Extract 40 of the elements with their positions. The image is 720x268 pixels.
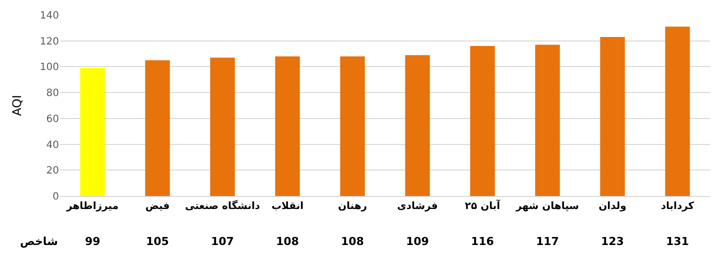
x-tick-label: انقلاب xyxy=(271,201,304,212)
y-tick-label: 120 xyxy=(40,36,59,48)
bar xyxy=(405,55,430,196)
data-label: 105 xyxy=(146,235,169,248)
y-tick-label: 140 xyxy=(40,10,59,22)
x-tick-label: فیض xyxy=(145,201,170,212)
bar xyxy=(145,60,170,196)
x-tick-label: ۲۵ آبان xyxy=(464,199,501,212)
x-tick-label: سپاهان شهر xyxy=(514,201,580,212)
y-tick-label: 60 xyxy=(46,114,59,125)
y-tick-label: 40 xyxy=(46,140,59,151)
x-tick-label: رهنان xyxy=(338,201,368,212)
data-label: 109 xyxy=(406,235,429,248)
data-label: 131 xyxy=(666,235,689,248)
bar xyxy=(600,36,625,196)
bar xyxy=(80,68,105,196)
x-tick-label: فرشادی xyxy=(397,201,438,212)
data-label: 108 xyxy=(341,235,364,248)
y-axis-title: AQI xyxy=(10,95,24,116)
y-tick-label: 100 xyxy=(40,62,59,74)
y-tick-label: 0 xyxy=(52,192,59,202)
x-tick-label: کرداباد xyxy=(660,201,694,212)
x-tick-label: میرزاطاهر xyxy=(65,201,119,212)
data-label: 108 xyxy=(276,235,299,248)
data-label: 99 xyxy=(85,235,100,248)
data-label: 123 xyxy=(601,235,624,248)
text: شاخص xyxy=(20,235,58,248)
data-label: 117 xyxy=(536,235,559,248)
x-tick-label: دانشگاه صنعتی xyxy=(184,199,260,212)
data-label: 116 xyxy=(471,235,494,248)
y-tick-label: 20 xyxy=(46,166,59,177)
bar xyxy=(275,56,300,196)
bar xyxy=(210,58,235,196)
bar xyxy=(340,56,365,196)
bar xyxy=(535,44,560,196)
data-label: 107 xyxy=(211,235,234,248)
bar xyxy=(470,46,495,196)
x-tick-label: ولدان xyxy=(598,201,626,212)
y-tick-label: 80 xyxy=(46,88,59,100)
bar xyxy=(665,26,690,196)
